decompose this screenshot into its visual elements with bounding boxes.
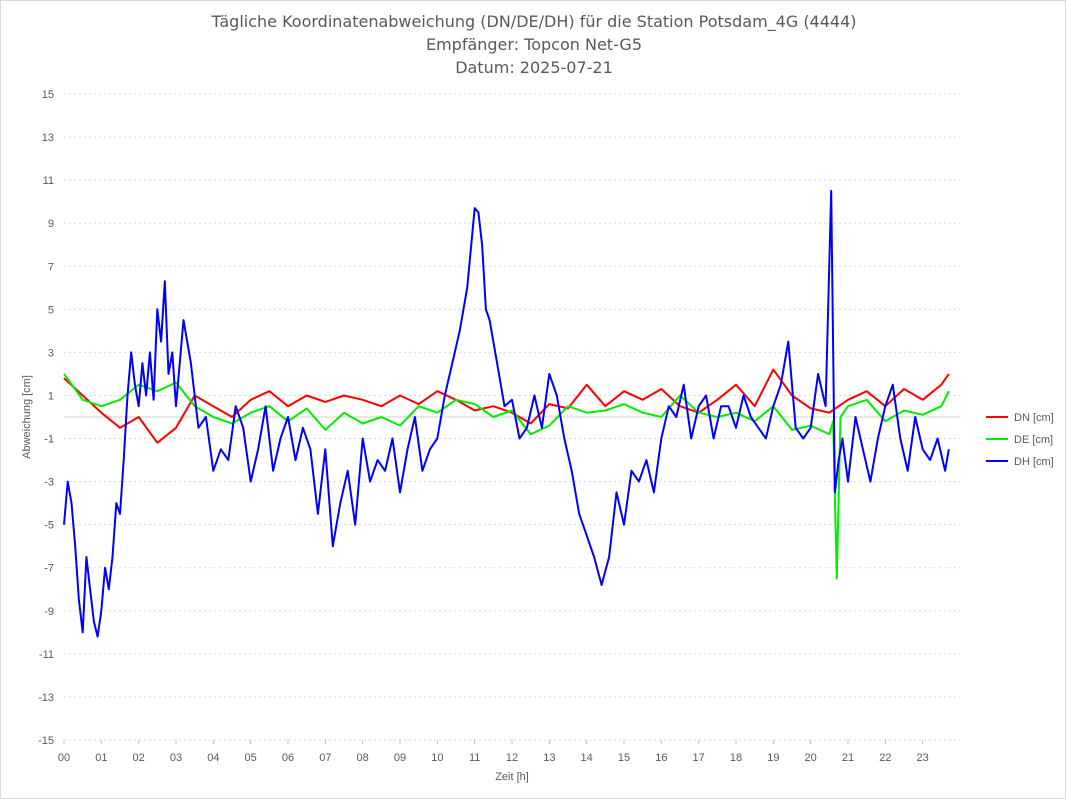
x-tick-label: 06	[282, 752, 294, 764]
x-tick-label: 18	[730, 752, 742, 764]
y-tick-label: -5	[44, 520, 54, 532]
x-tick-label: 14	[581, 752, 593, 764]
x-tick-label: 23	[917, 752, 929, 764]
chart-subtitle-receiver: Empfänger: Topcon Net-G5	[425, 35, 643, 54]
x-tick-label: 17	[693, 752, 705, 764]
y-tick-label: 1	[48, 390, 54, 402]
y-tick-label: 5	[48, 304, 54, 316]
y-tick-label: 11	[43, 175, 54, 187]
gridlines	[64, 93, 960, 741]
y-tick-label: -3	[44, 477, 54, 489]
x-tick-label: 05	[245, 752, 257, 764]
x-tick-label: 09	[394, 752, 406, 764]
x-tick-label: 22	[879, 752, 891, 764]
y-tick-label: 3	[48, 347, 54, 359]
y-tick-label: 7	[48, 261, 54, 273]
chart-title: Tägliche Koordinatenabweichung (DN/DE/DH…	[211, 12, 857, 31]
y-tick-label: 15	[42, 89, 54, 101]
x-tick-label: 11	[469, 752, 480, 764]
x-tick-label: 20	[805, 752, 817, 764]
x-tick-label: 04	[207, 752, 219, 764]
x-tick-label: 10	[431, 752, 443, 764]
x-tick-label: 15	[618, 752, 630, 764]
series-line-dh	[63, 189, 950, 638]
x-tick-label: 08	[357, 752, 369, 764]
y-axis-label: Abweichung [cm]	[21, 375, 33, 459]
x-tick-label: 07	[319, 752, 331, 764]
legend: DN [cm] DE [cm] DH [cm]	[986, 412, 1054, 468]
x-tick-label: 13	[543, 752, 555, 764]
x-tick-labels: 00 01 02 03 04 05 06 07 08 09 10 11 12 13 14 15 16 17 18 19…	[58, 740, 929, 764]
y-tick-label: 13	[42, 132, 54, 144]
y-tick-label: -1	[44, 434, 54, 446]
y-tick-label: -11	[39, 649, 54, 661]
x-tick-label: 01	[95, 752, 107, 764]
y-tick-label: -7	[44, 563, 54, 575]
x-tick-label: 03	[170, 752, 182, 764]
y-tick-label: -13	[38, 692, 54, 704]
y-tick-label: 9	[48, 218, 54, 230]
x-axis-label: Zeit [h]	[495, 771, 529, 783]
x-tick-label: 21	[842, 752, 854, 764]
x-tick-label: 02	[133, 752, 145, 764]
y-tick-label: -9	[44, 606, 54, 618]
chart-subtitle-date: Datum: 2025-07-21	[455, 58, 613, 77]
legend-label: DN [cm]	[1014, 412, 1054, 424]
series-lines	[63, 189, 950, 638]
y-tick-labels: 15 13 11 9 7 5 3 1 -1 -3 -5 -7 -9 -11 -13 -15	[38, 89, 54, 747]
x-tick-label: 16	[655, 752, 667, 764]
x-tick-label: 12	[506, 752, 518, 764]
series-line-de	[63, 373, 950, 580]
legend-label: DH [cm]	[1014, 456, 1054, 468]
series-line-dn	[63, 368, 950, 444]
x-tick-label: 19	[767, 752, 779, 764]
y-tick-label: -15	[38, 735, 54, 747]
x-tick-label: 00	[58, 752, 70, 764]
legend-label: DE [cm]	[1014, 434, 1053, 446]
